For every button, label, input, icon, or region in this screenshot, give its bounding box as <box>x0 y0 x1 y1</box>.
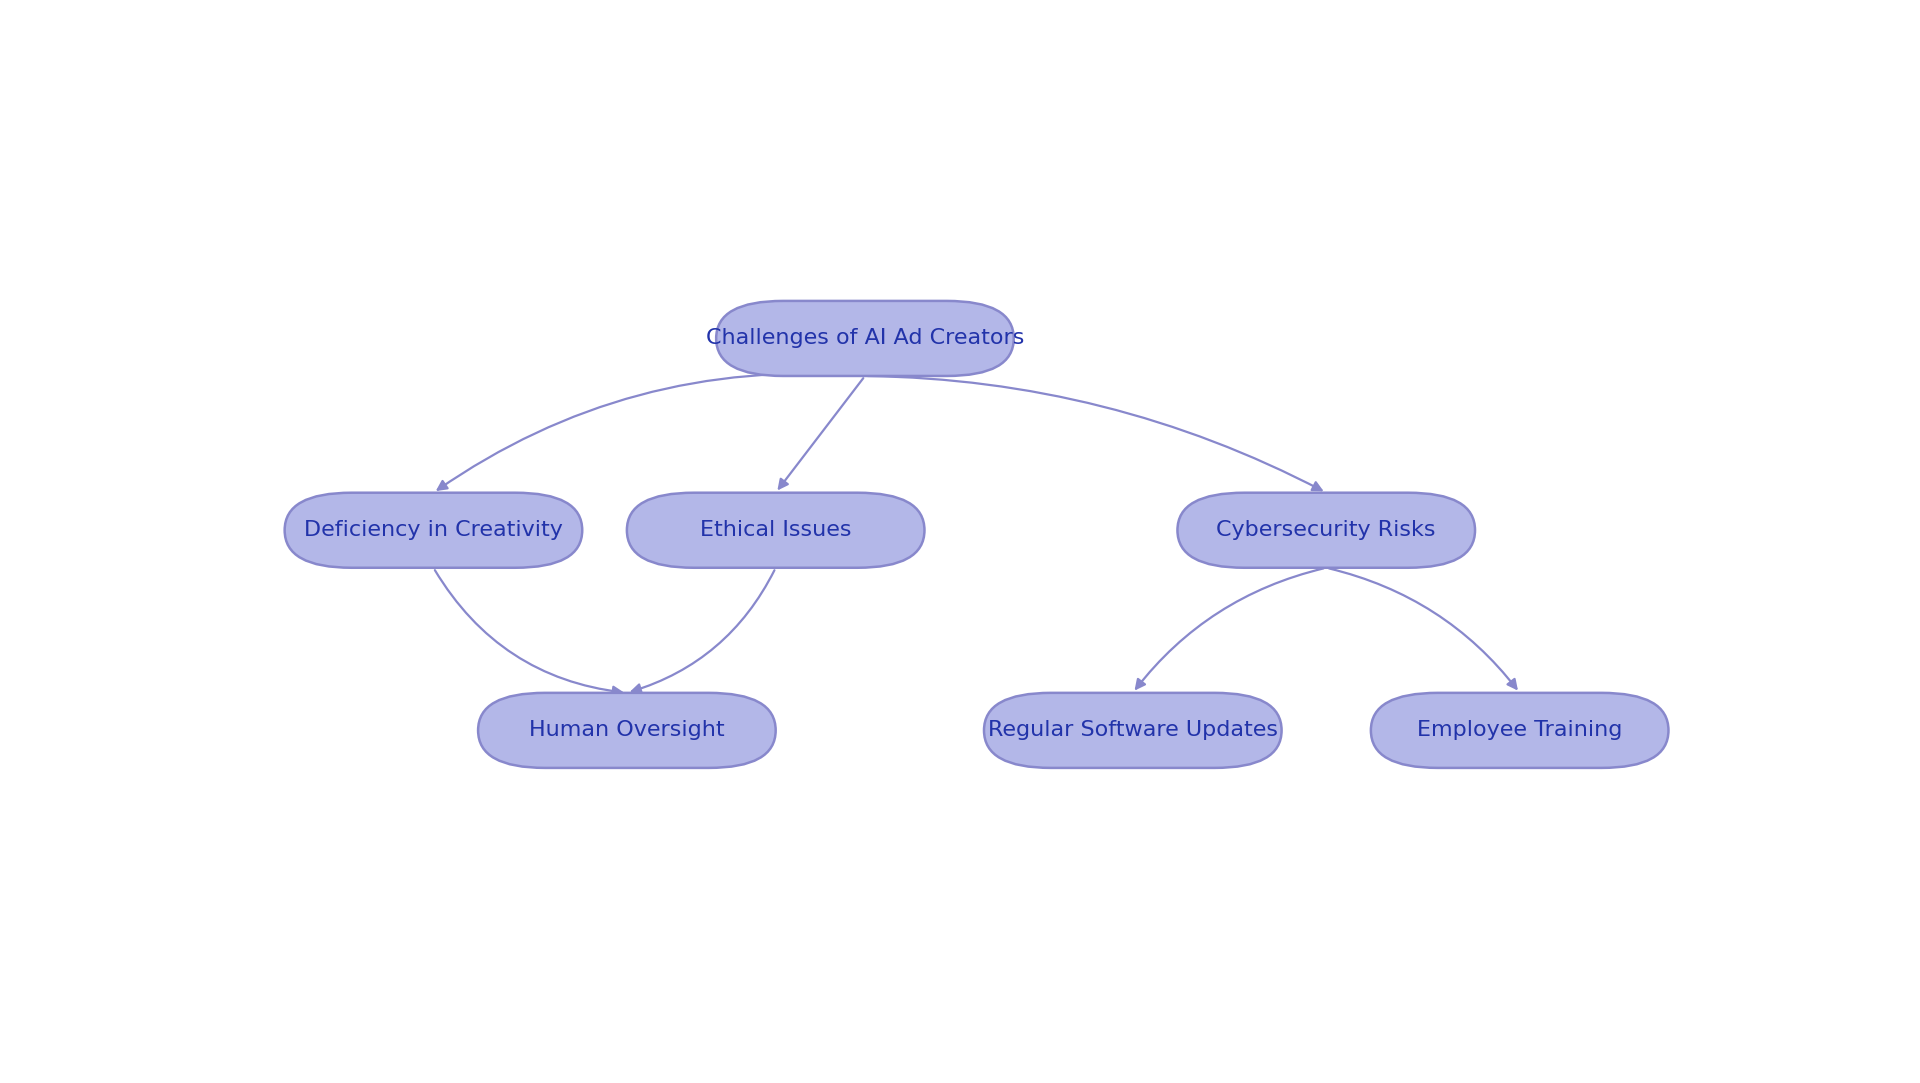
FancyArrowPatch shape <box>1329 569 1517 689</box>
FancyBboxPatch shape <box>983 693 1283 768</box>
FancyBboxPatch shape <box>716 301 1014 376</box>
FancyArrowPatch shape <box>438 374 862 490</box>
FancyArrowPatch shape <box>632 571 774 693</box>
FancyBboxPatch shape <box>626 493 925 567</box>
FancyBboxPatch shape <box>1371 693 1668 768</box>
FancyArrowPatch shape <box>434 570 622 695</box>
Text: Ethical Issues: Ethical Issues <box>701 520 851 540</box>
FancyArrowPatch shape <box>780 378 864 488</box>
Text: Regular Software Updates: Regular Software Updates <box>987 720 1279 741</box>
Text: Human Oversight: Human Oversight <box>530 720 724 741</box>
Text: Cybersecurity Risks: Cybersecurity Risks <box>1217 520 1436 540</box>
Text: Challenges of AI Ad Creators: Challenges of AI Ad Creators <box>707 328 1023 349</box>
Text: Employee Training: Employee Training <box>1417 720 1622 741</box>
FancyBboxPatch shape <box>284 493 582 567</box>
FancyArrowPatch shape <box>1137 569 1323 689</box>
FancyBboxPatch shape <box>478 693 776 768</box>
FancyArrowPatch shape <box>868 376 1321 491</box>
Text: Deficiency in Creativity: Deficiency in Creativity <box>303 520 563 540</box>
FancyBboxPatch shape <box>1177 493 1475 567</box>
